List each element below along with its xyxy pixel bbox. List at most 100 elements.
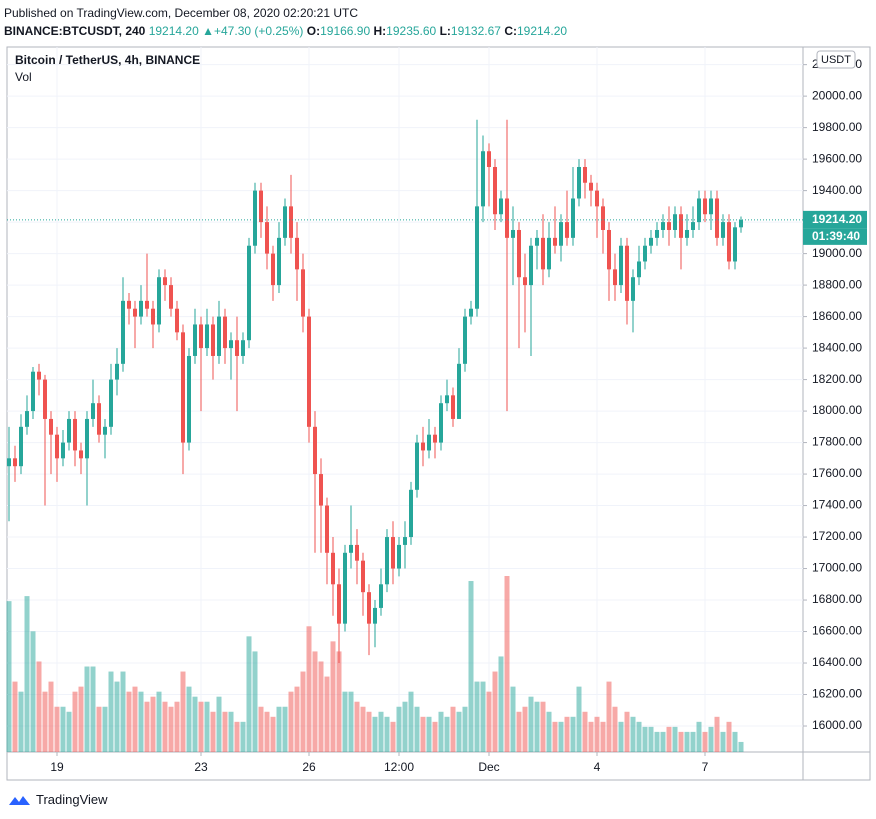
brand: TradingView (36, 792, 108, 807)
volume-bar (306, 626, 312, 752)
volume-bar (552, 721, 558, 752)
volume-bar (270, 716, 276, 752)
candle-body (481, 151, 485, 207)
candle-body (79, 450, 83, 459)
volume-bar (222, 711, 228, 752)
volume-bar (732, 731, 738, 752)
candle-body (415, 442, 419, 490)
volume-bar (318, 661, 324, 752)
candle-body (217, 316, 221, 356)
candle-body (571, 198, 575, 238)
x-tick-label: 4 (594, 760, 601, 774)
candle-body (733, 227, 737, 262)
volume-bar (282, 706, 288, 752)
candle-body (595, 190, 599, 207)
volume-bar (594, 716, 600, 752)
candle-body (421, 442, 425, 451)
volume-bar (96, 706, 102, 752)
candle-body (403, 537, 407, 545)
candle-body (439, 403, 443, 443)
y-tick-label: 17000.00 (812, 561, 862, 575)
candle-body (307, 316, 311, 427)
candle-body (541, 237, 545, 270)
y-tick-label: 17400.00 (812, 498, 862, 512)
candle-body (523, 277, 527, 286)
candle-body (679, 214, 683, 238)
volume-bar (174, 701, 180, 752)
y-tick-label: 16200.00 (812, 687, 862, 701)
candle-body (253, 190, 257, 246)
ohlc-line: BINANCE:BTCUSDT, 240 19214.20 ▲+47.30 (+… (4, 22, 567, 40)
candle-body (559, 222, 563, 246)
footer: TradingView (8, 792, 108, 807)
candle-body (13, 458, 17, 467)
volume-label: Vol (15, 70, 32, 84)
volume-bar (156, 691, 162, 752)
candle-body (55, 434, 59, 459)
countdown: 01:39:40 (812, 229, 860, 243)
volume-bar (612, 706, 618, 752)
volume-bar (126, 691, 132, 752)
candle-body (553, 237, 557, 246)
y-tick-label: 16800.00 (812, 592, 862, 606)
y-tick-label: 19000.00 (812, 246, 862, 260)
candle-body (703, 198, 707, 215)
volume-bar (498, 656, 504, 752)
volume-bar (504, 576, 510, 752)
candle-body (457, 363, 461, 419)
candle-body (583, 166, 587, 183)
candle-body (361, 560, 365, 593)
candle-body (643, 245, 647, 262)
candle-body (535, 237, 539, 246)
volume-bar (690, 731, 696, 752)
c-label: C: (504, 24, 517, 38)
volume-bar (30, 631, 36, 752)
candle-body (229, 340, 233, 349)
volume-bar (192, 696, 198, 752)
candle-body (109, 379, 113, 427)
candle-body (373, 607, 377, 624)
candle-body (67, 418, 71, 443)
candle-body (655, 229, 659, 238)
volume-bar (558, 721, 564, 752)
candle-body (349, 544, 353, 553)
candle-body (61, 442, 65, 459)
o-value: 19166.90 (320, 24, 371, 38)
candle-body (271, 253, 275, 286)
candle-body (397, 544, 401, 569)
volume-bar (570, 716, 576, 752)
candle-body (517, 229, 521, 278)
x-tick-label: 23 (194, 760, 208, 774)
candle-body (649, 237, 653, 246)
candle-body (601, 206, 605, 230)
volume-bar (426, 716, 432, 752)
candle-body (247, 245, 251, 341)
candle-body (709, 198, 713, 215)
volume-bar (462, 706, 468, 752)
candle-body (667, 222, 671, 230)
candle-body (529, 245, 533, 286)
volume-bar (414, 706, 420, 752)
candle-body (451, 395, 455, 419)
candle-body (85, 418, 89, 459)
volume-bar (588, 721, 594, 752)
volume-bar (606, 681, 612, 752)
candle-body (265, 222, 269, 254)
candle-body (37, 371, 41, 380)
volume-bar (276, 706, 282, 752)
h-value: 19235.60 (386, 24, 437, 38)
candle-body (343, 552, 347, 624)
volume-bar (522, 706, 528, 752)
candle-body (259, 190, 263, 223)
y-tick-label: 17800.00 (812, 435, 862, 449)
candle-body (7, 458, 11, 467)
volume-bar (102, 706, 108, 752)
volume-bar (162, 701, 168, 752)
candle-body (331, 552, 335, 585)
x-tick-label: 12:00 (384, 760, 414, 774)
candle-body (319, 474, 323, 506)
volume-bar (474, 681, 480, 752)
candle-body (409, 489, 413, 538)
published: Published on TradingView.com, December 0… (4, 6, 358, 20)
candle-body (19, 426, 23, 467)
